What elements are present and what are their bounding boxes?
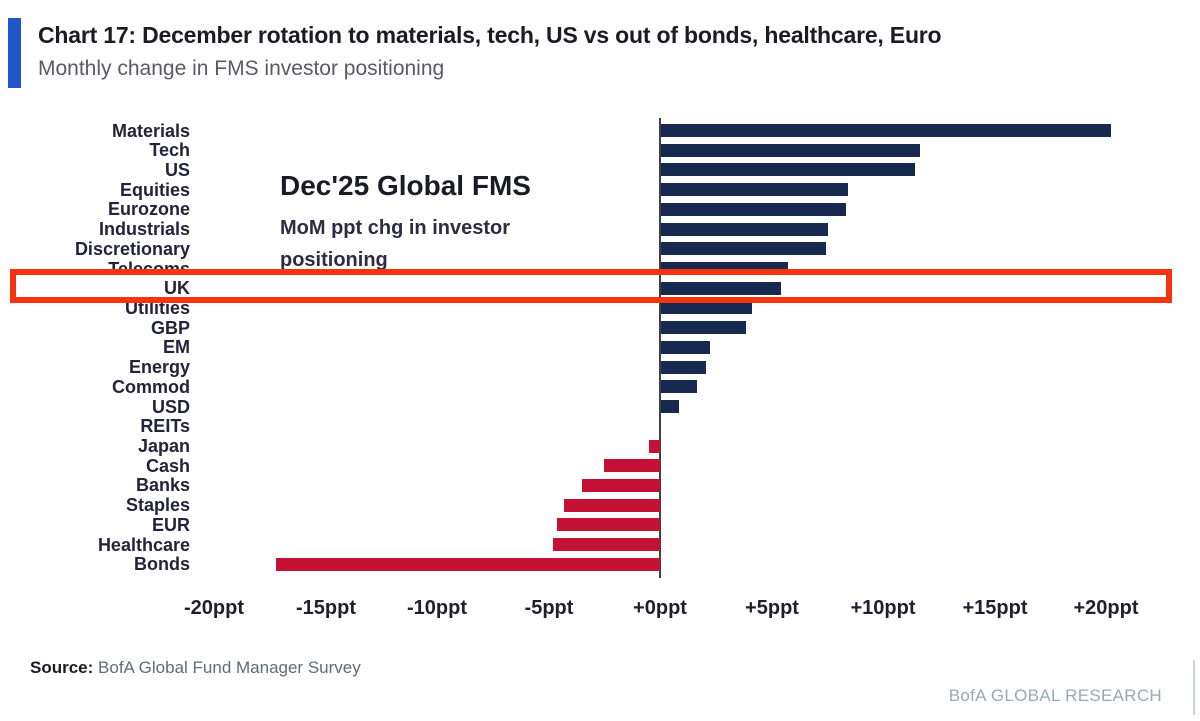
axis-tick-20ppt: -20ppt: [184, 597, 244, 619]
category-label-reits: REITs: [140, 416, 190, 436]
source-line: Source: BofA Global Fund Manager Survey: [30, 658, 361, 678]
axis-tick-20ppt: +20ppt: [1073, 597, 1139, 619]
bar-healthcare: [553, 538, 660, 551]
zero-axis-line: [659, 118, 661, 578]
axis-tick-15ppt: +15ppt: [962, 597, 1028, 619]
bar-gbp: [661, 321, 746, 334]
axis-tick-0ppt: +0ppt: [633, 597, 687, 619]
category-label-eur: EUR: [151, 515, 190, 535]
bar-cash: [604, 459, 660, 472]
category-label-discretionary: Discretionary: [74, 239, 190, 259]
axis-tick-10ppt: +10ppt: [850, 597, 916, 619]
category-label-industrials: Industrials: [98, 219, 190, 239]
bar-usd: [661, 400, 679, 413]
source-label: Source:: [30, 658, 94, 677]
category-label-materials: Materials: [111, 121, 190, 141]
bar-eur: [557, 518, 660, 531]
bar-em: [661, 341, 710, 354]
category-label-healthcare: Healthcare: [97, 535, 190, 555]
bar-uk: [661, 282, 781, 295]
annotation-subtitle-line2: positioning: [280, 249, 388, 271]
bar-japan: [649, 440, 660, 453]
title-accent-bar: [8, 18, 21, 88]
annotation-title: Dec'25 Global FMS: [280, 170, 531, 201]
highlight-box-uk: [10, 269, 1172, 303]
chart-title: Chart 17: December rotation to materials…: [38, 22, 942, 48]
source-text: BofA Global Fund Manager Survey: [93, 658, 361, 677]
category-label-gbp: GBP: [150, 318, 190, 338]
axis-tick-10ppt: -10ppt: [407, 597, 467, 619]
category-label-energy: Energy: [128, 357, 190, 377]
bar-energy: [661, 361, 706, 374]
category-label-staples: Staples: [125, 495, 190, 515]
footer-brand: BofA GLOBAL RESEARCH: [948, 686, 1162, 705]
bar-banks: [582, 479, 660, 492]
category-label-banks: Banks: [135, 475, 190, 495]
category-label-japan: Japan: [137, 436, 190, 456]
bar-industrials: [661, 223, 828, 236]
page-edge-line: [1193, 660, 1195, 715]
category-label-utilities: Utilities: [124, 298, 190, 318]
category-label-commod: Commod: [112, 377, 190, 397]
category-label-equities: Equities: [119, 180, 190, 200]
bar-tech: [661, 144, 920, 157]
bar-utilities: [661, 301, 752, 314]
bar-commod: [661, 380, 697, 393]
category-label-us: US: [164, 160, 190, 180]
category-label-uk: UK: [164, 278, 190, 298]
chart-annotation: Dec'25 Global FMS MoM ppt chg in investo…: [280, 170, 580, 276]
bar-staples: [564, 499, 660, 512]
bar-equities: [661, 183, 848, 196]
bar-materials: [661, 124, 1111, 137]
bar-eurozone: [661, 203, 846, 216]
category-label-em: EM: [163, 337, 190, 357]
category-label-usd: USD: [151, 397, 190, 417]
annotation-subtitle-line1: MoM ppt chg in investor: [280, 217, 510, 239]
category-label-cash: Cash: [145, 456, 190, 476]
axis-tick-5ppt: -5ppt: [524, 597, 574, 619]
category-label-bonds: Bonds: [134, 554, 190, 574]
axis-tick-5ppt: +5ppt: [745, 597, 799, 619]
bar-us: [661, 163, 915, 176]
category-label-tech: Tech: [149, 140, 190, 160]
bar-discretionary: [661, 242, 826, 255]
category-label-eurozone: Eurozone: [107, 199, 190, 219]
axis-tick-15ppt: -15ppt: [296, 597, 356, 619]
chart-subtitle: Monthly change in FMS investor positioni…: [38, 57, 445, 80]
bar-bonds: [276, 558, 660, 571]
